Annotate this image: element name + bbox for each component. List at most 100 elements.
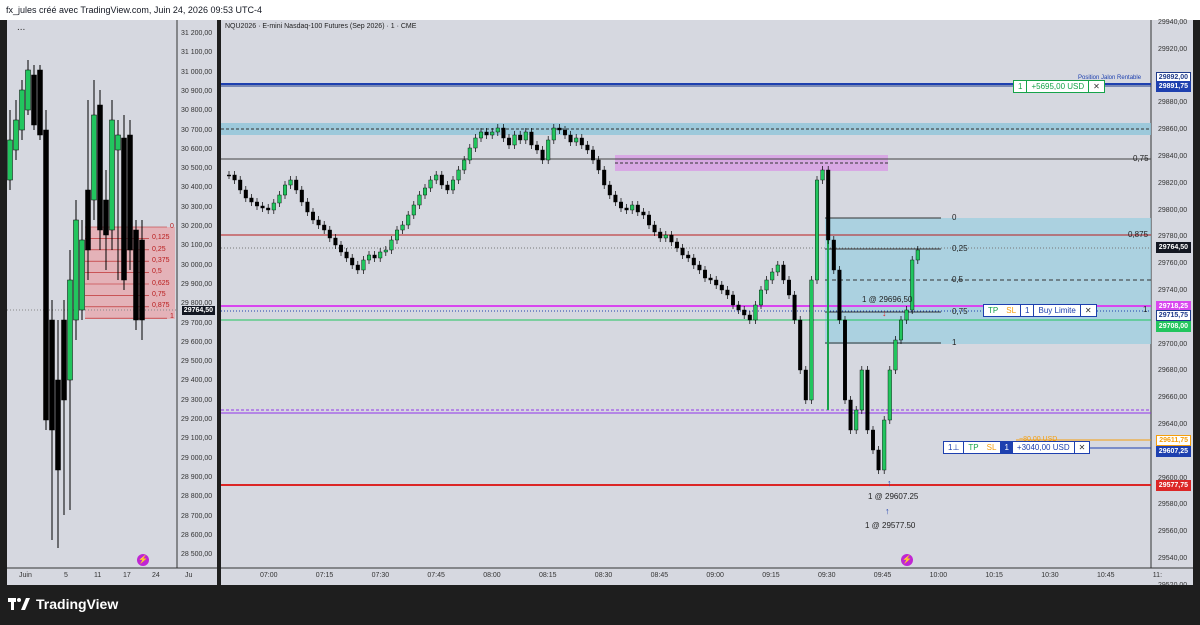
left-candle-body [49, 319, 55, 431]
main-candle-body [417, 194, 422, 206]
main-price-label: 29540,00 [1158, 555, 1188, 562]
main-candle-body [540, 149, 545, 161]
main-price-label: 29800,00 [1158, 206, 1188, 214]
header-title: fx_jules créé avec TradingView.com, Juin… [6, 5, 262, 15]
order-bottom-widget[interactable]: 1⊥ TP SL 1 +3040,00 USD ✕ [943, 441, 1091, 454]
left-candle-body [127, 134, 133, 251]
left-price-label: 30 700,00 [181, 126, 213, 134]
buy-arrow-icon-2: ↑ [885, 506, 890, 516]
left-price-label: 31 000,00 [181, 68, 213, 76]
main-candle-body [383, 249, 388, 253]
main-candle-body [473, 137, 478, 149]
left-candle-body [43, 129, 49, 421]
left-current-price-tag: 29764,50 [181, 306, 215, 315]
main-candle-body [787, 279, 792, 296]
left-price-label: 28 900,00 [181, 473, 213, 481]
order-top-widget[interactable]: 1 +5695,00 USD ✕ [1013, 80, 1105, 93]
buy-limit-tp-button[interactable]: TP [988, 306, 999, 315]
left-fib-label: 1 [170, 313, 174, 321]
main-candle-body [826, 169, 831, 241]
main-candle-body [243, 189, 248, 199]
main-candle-body [238, 179, 243, 191]
price-tag: 29577,75 [1155, 480, 1191, 491]
main-flash-icon[interactable]: ⚡ [901, 554, 913, 566]
sell-arrow-icon: ↓ [882, 308, 887, 318]
left-candle-body [121, 137, 127, 281]
left-fib-label: 0 [170, 223, 174, 230]
main-candle-body [495, 127, 500, 133]
left-chart-panel[interactable]: ... 29764,50 ⚡ 31 200,00 31 100,00 31 000,… [7, 20, 217, 585]
tradingview-logo-icon [8, 598, 30, 610]
menu-dots-icon[interactable]: ... [17, 22, 26, 33]
left-fib-label: 0,125 [152, 234, 170, 242]
left-price-label: 29 800,00 [181, 300, 213, 308]
main-candle-body [568, 134, 573, 143]
main-candle-body [378, 251, 383, 259]
order-bottom-close-icon[interactable]: ✕ [1073, 442, 1090, 453]
main-candle-body [232, 174, 237, 181]
buy-limit-close-icon[interactable]: ✕ [1079, 305, 1096, 316]
left-flash-icon[interactable]: ⚡ [137, 554, 149, 566]
fib-inner-025-label: 0,25 [952, 244, 968, 253]
main-candle-body [619, 201, 624, 209]
main-candle-body [400, 224, 405, 231]
left-candle-body [31, 74, 37, 126]
left-price-label: 30 100,00 [181, 242, 213, 250]
main-candle-body [255, 201, 260, 207]
order-bottom-pnl: +3040,00 USD [1016, 443, 1070, 452]
order-bottom-qty-tag[interactable]: 1⊥ [944, 442, 965, 453]
main-candle-body [624, 207, 629, 211]
left-price-label: 31 200,00 [181, 30, 213, 37]
main-chart-panel[interactable]: NQU2026 · E-mini Nasdaq-100 Futures (Sep… [221, 19, 1193, 589]
main-candle-body [910, 259, 915, 311]
buy-limit-sl-button[interactable]: SL [1006, 306, 1017, 315]
fill-label-2: 1 @ 29607.25 [868, 492, 919, 501]
main-candle-body [266, 207, 271, 211]
fib-one-right-label: 1 [1143, 305, 1148, 314]
price-tag: 29764,50 [1155, 242, 1191, 253]
left-price-label: 29 700,00 [181, 319, 213, 327]
left-price-label: 30 300,00 [181, 203, 213, 211]
left-fib-label: 0,5 [152, 268, 162, 276]
main-time-label: 10:00 [929, 572, 948, 579]
main-candle-body [333, 237, 338, 246]
main-candle-body [277, 194, 282, 204]
main-candle-body [490, 131, 495, 136]
main-candle-body [372, 254, 377, 259]
main-candle-body [652, 224, 657, 233]
left-candle-body [97, 104, 103, 231]
main-candle-body [260, 205, 265, 209]
buy-limit-widget[interactable]: TP SL 1 Buy Limite ✕ [983, 304, 1097, 317]
main-price-label: 29760,00 [1158, 260, 1188, 268]
footer-bar: TradingView [0, 585, 1200, 625]
left-price-label: 28 700,00 [181, 512, 213, 520]
main-candle-body [887, 369, 892, 421]
main-candle-body [635, 204, 640, 213]
main-candle-body [703, 269, 708, 279]
left-candle-body [139, 239, 145, 321]
main-candle-body [764, 279, 769, 291]
main-candle-body [501, 127, 506, 139]
main-candle-body [871, 429, 876, 451]
main-price-label: 29700,00 [1158, 340, 1188, 348]
main-time-label: 10:45 [1097, 572, 1115, 579]
fib-inner-075-label: 0,75 [952, 307, 968, 316]
main-candle-body [310, 211, 315, 221]
left-price-label: 30 900,00 [181, 87, 213, 95]
main-price-label: 29880,00 [1158, 99, 1188, 107]
left-price-label: 29 100,00 [181, 435, 213, 443]
main-price-label: 29820,00 [1158, 179, 1188, 187]
order-bottom-tp-button[interactable]: TP [968, 443, 979, 452]
left-fib-label: 0,375 [152, 256, 170, 264]
main-candle-body [859, 369, 864, 411]
order-bottom-sl-button[interactable]: SL [986, 443, 997, 452]
main-candle-body [249, 197, 254, 203]
main-candle-body [484, 131, 489, 136]
price-tag: 29708,00 [1155, 321, 1191, 332]
main-candle-body [355, 264, 360, 271]
tradingview-logo[interactable]: TradingView [8, 596, 118, 612]
left-candle-body [85, 189, 91, 251]
main-candle-body [736, 304, 741, 311]
order-top-close-icon[interactable]: ✕ [1088, 81, 1104, 92]
main-candle-body [725, 289, 730, 296]
